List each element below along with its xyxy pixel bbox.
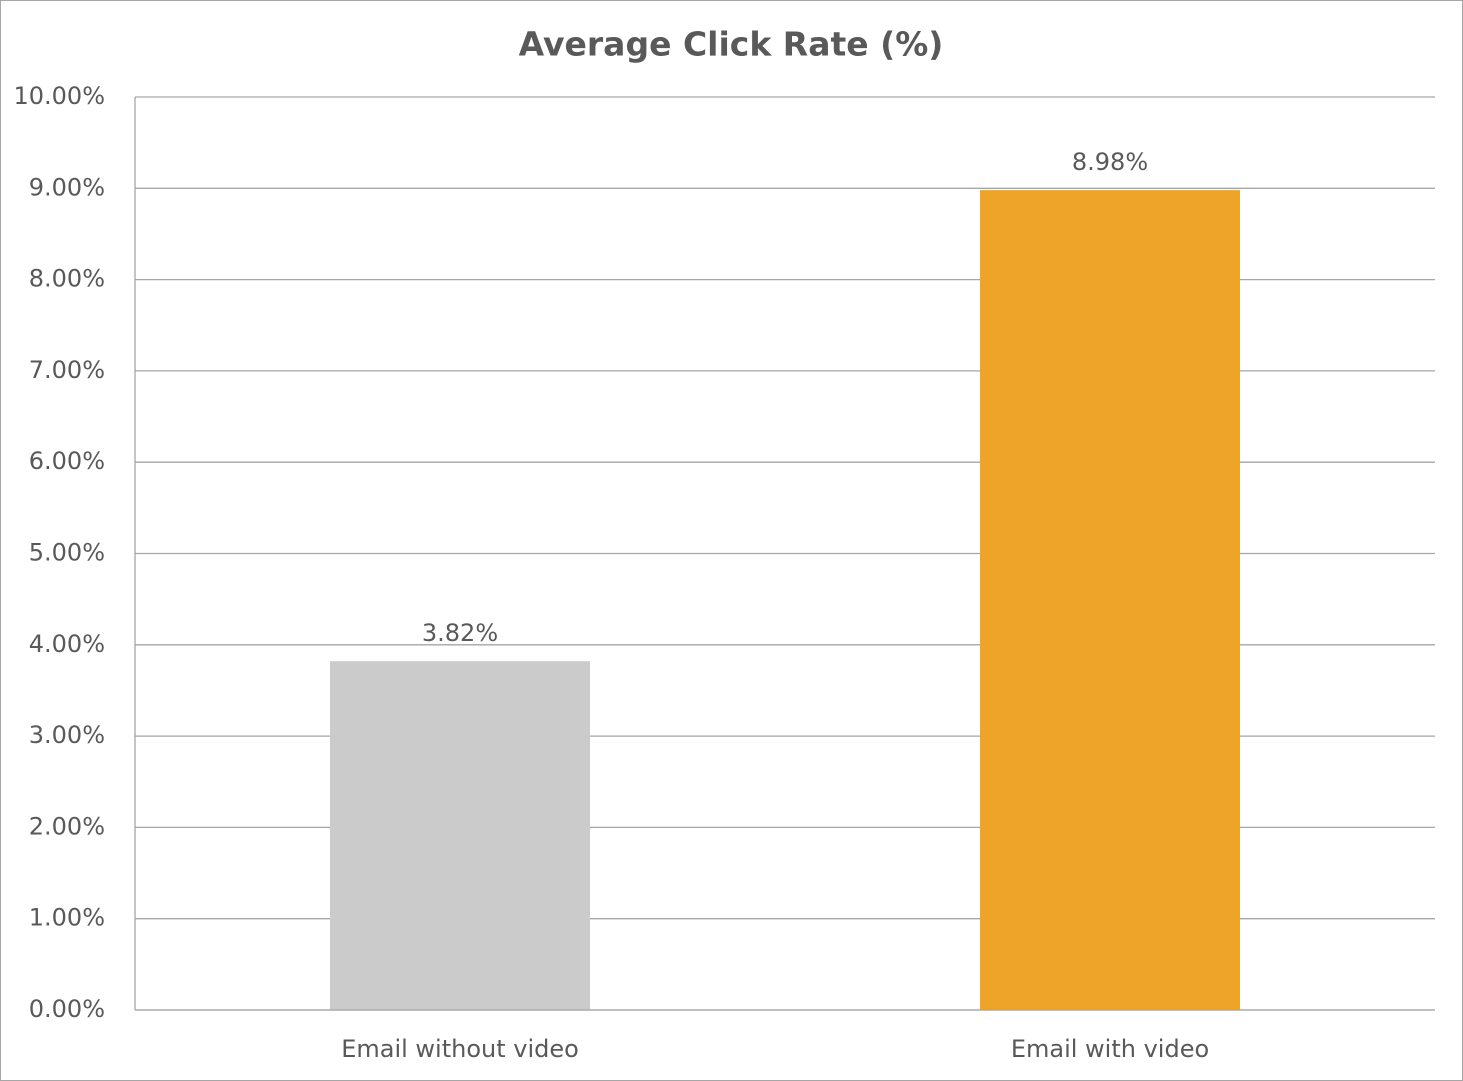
x-tick-label: Email with video [1011, 1035, 1209, 1063]
data-label: 3.82% [422, 619, 498, 647]
y-tick-label: 0.00% [29, 995, 105, 1023]
y-tick-label: 8.00% [29, 265, 105, 293]
y-tick-label: 1.00% [29, 904, 105, 932]
data-label: 8.98% [1072, 148, 1148, 176]
y-tick-label: 10.00% [13, 82, 105, 110]
y-tick-label: 4.00% [29, 630, 105, 658]
y-tick-label: 9.00% [29, 173, 105, 201]
chart-title: Average Click Rate (%) [519, 25, 944, 64]
bar [330, 661, 590, 1010]
y-tick-label: 2.00% [29, 812, 105, 840]
bar [980, 190, 1240, 1011]
y-tick-label: 7.00% [29, 356, 105, 384]
y-tick-label: 6.00% [29, 447, 105, 475]
x-tick-label: Email without video [341, 1035, 579, 1063]
y-tick-label: 3.00% [29, 721, 105, 749]
y-tick-label: 5.00% [29, 539, 105, 567]
